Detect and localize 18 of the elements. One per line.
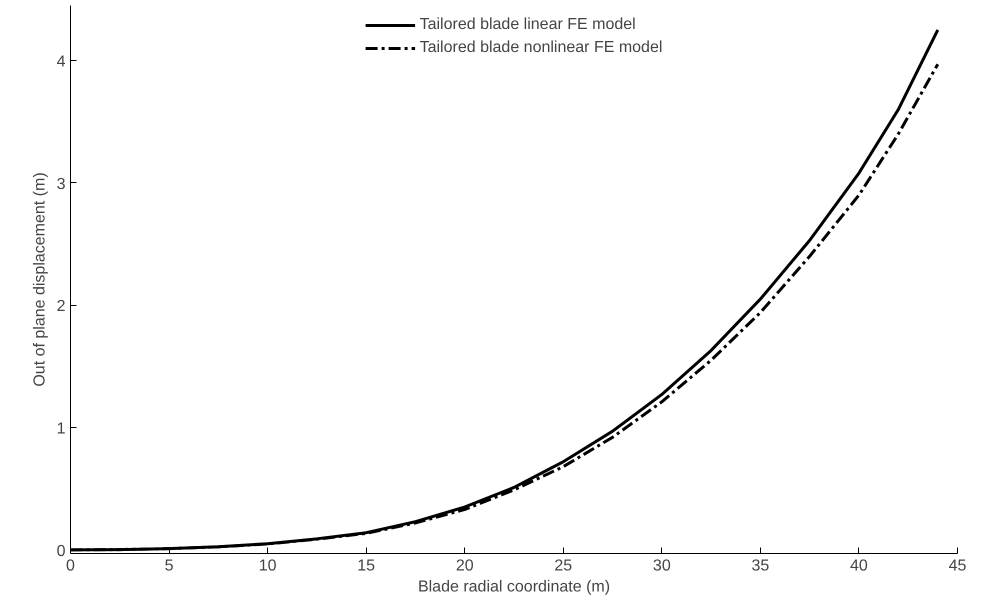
y-tick-label: 0 [56,542,66,560]
x-tick-label: 20 [456,558,474,574]
y-tick-label: 2 [56,298,66,316]
y-tick-label: 1 [56,420,66,438]
x-tick-label: 30 [652,558,671,574]
x-tick-label: 10 [258,558,277,574]
x-tick-label: 35 [751,558,770,574]
y-tick-label: 3 [56,176,66,193]
x-axis-title: Blade radial coordinate (m) [418,578,610,596]
x-tick-label: 25 [554,558,572,574]
x-tick-label: 45 [948,558,966,574]
legend-label: Tailored blade nonlinear FE model [420,39,662,57]
y-tick-label: 4 [56,54,66,71]
x-tick-label: 15 [357,558,376,574]
y-axis-title: Out of plane displacement (m) [32,172,49,387]
x-tick-label: 5 [164,558,174,574]
legend-label: Tailored blade linear FE model [420,16,636,34]
x-tick-label: 40 [850,558,868,574]
